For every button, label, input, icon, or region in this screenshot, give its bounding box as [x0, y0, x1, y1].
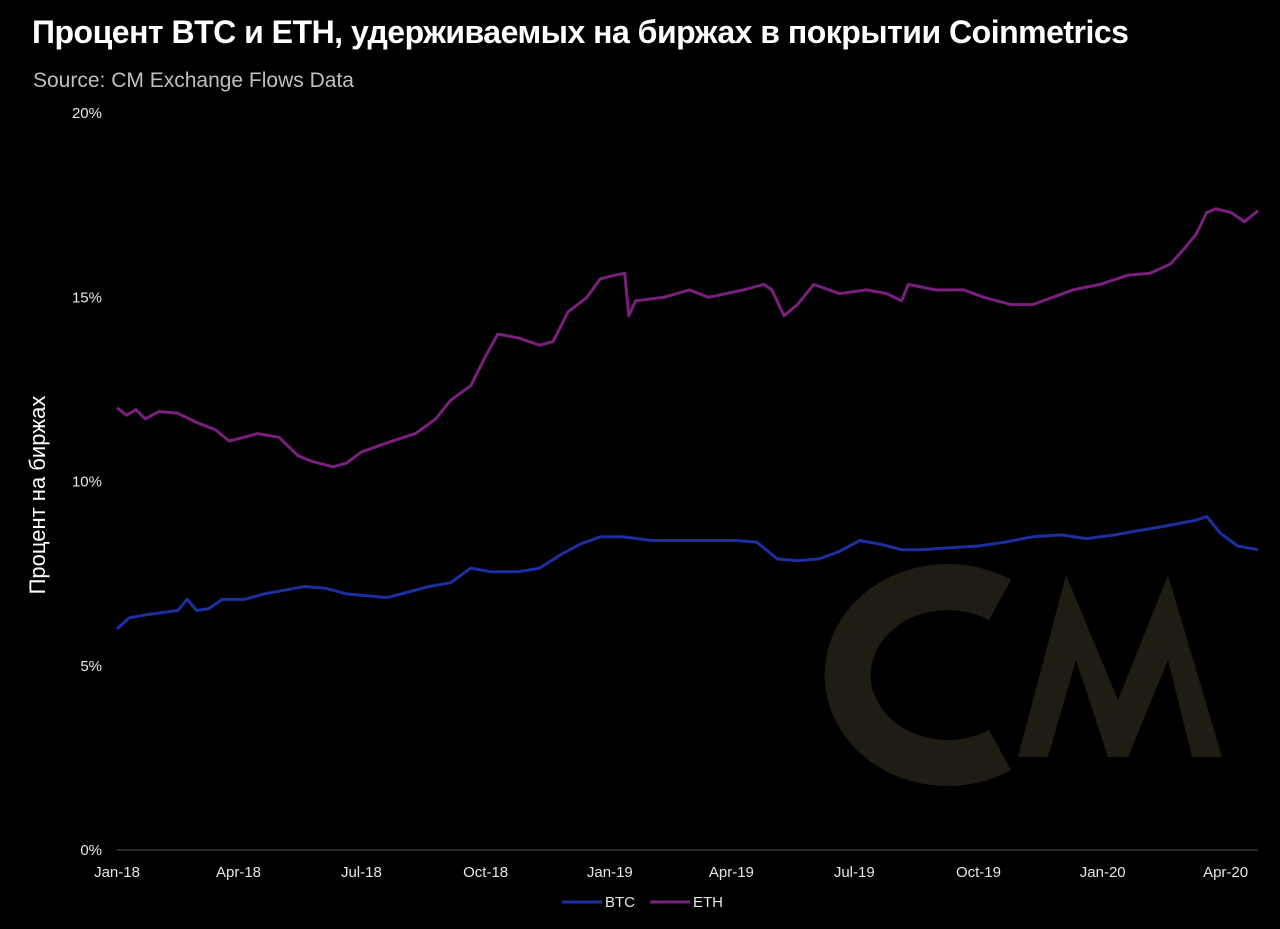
chart-subtitle: Source: CM Exchange Flows Data — [33, 69, 354, 92]
chart-title: Процент BTC и ETH, удерживаемых на биржа… — [32, 14, 1129, 50]
x-tick-label: Oct-18 — [463, 864, 508, 881]
legend: BTC ETH — [562, 894, 723, 911]
x-tick-label: Jan-19 — [587, 864, 633, 881]
y-tick-label: 20% — [72, 105, 102, 122]
y-tick-label: 15% — [72, 289, 102, 306]
x-tick-label: Jul-19 — [834, 864, 875, 881]
y-tick-labels: 0% 5% 10% 15% 20% — [72, 105, 102, 859]
cm-watermark-logo — [824, 564, 1222, 786]
x-tick-label: Apr-18 — [216, 864, 261, 881]
y-tick-label: 10% — [72, 474, 102, 491]
btc-series-line — [115, 515, 1259, 631]
x-tick-label: Oct-19 — [956, 864, 1001, 881]
x-tick-label: Apr-19 — [709, 864, 754, 881]
x-tick-label: Apr-20 — [1203, 864, 1248, 881]
eth-series-line — [116, 207, 1259, 469]
x-tick-label: Jan-20 — [1080, 864, 1126, 881]
y-tick-label: 5% — [80, 658, 102, 675]
x-tick-labels: Jan-18 Apr-18 Jul-18 Oct-18 Jan-19 Apr-19 Jul-… — [94, 864, 1248, 881]
btc-legend-label: BTC — [605, 894, 635, 911]
x-tick-label: Jan-18 — [94, 864, 140, 881]
series-lines — [115, 207, 1259, 631]
x-tick-label: Jul-18 — [341, 864, 382, 881]
y-tick-label: 0% — [80, 842, 102, 859]
eth-legend-label: ETH — [693, 894, 723, 911]
